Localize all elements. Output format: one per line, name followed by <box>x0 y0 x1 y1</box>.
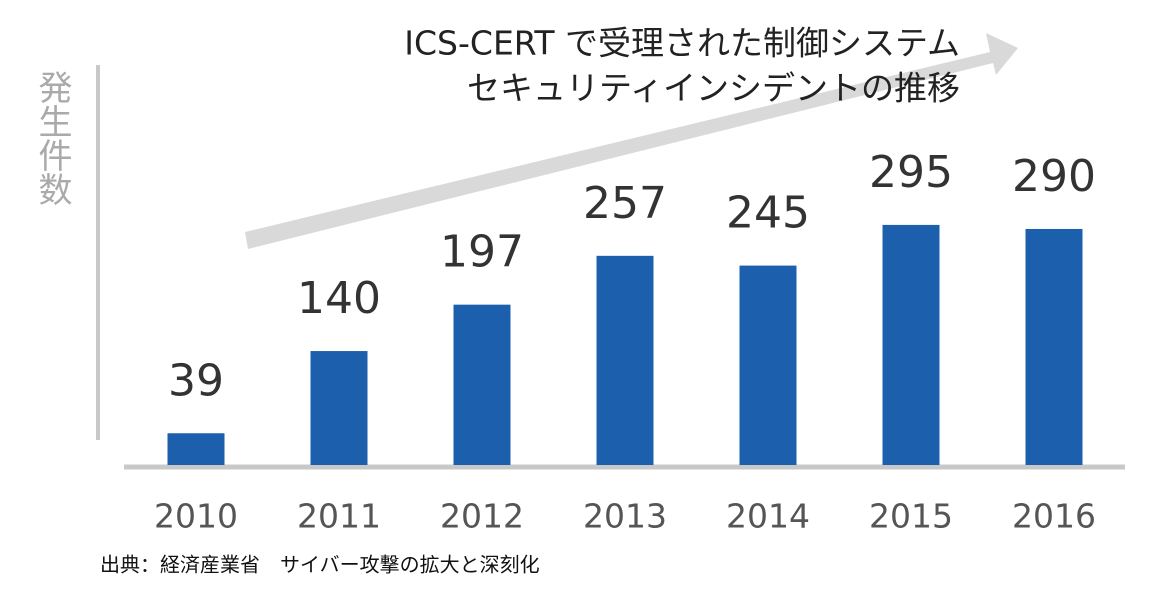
y-axis-label: 発生件数 <box>32 70 72 206</box>
x-tick-label: 2013 <box>583 497 667 536</box>
x-tick-label: 2011 <box>297 497 381 536</box>
value-label: 245 <box>726 188 810 239</box>
x-tick-label: 2015 <box>869 497 953 536</box>
chart-title: ICS-CERT で受理された制御システム <box>404 24 960 63</box>
x-tick-label: 2010 <box>154 497 238 536</box>
value-label: 140 <box>297 273 381 324</box>
bar <box>882 224 940 465</box>
x-tick-label: 2014 <box>726 497 810 536</box>
chart-title: セキュリティインシデントの推移 <box>467 69 960 108</box>
x-tick-label: 2016 <box>1012 497 1096 536</box>
bar <box>739 265 797 465</box>
trend-arrow <box>245 33 1018 249</box>
value-label: 290 <box>1012 151 1096 202</box>
bar <box>310 351 368 465</box>
value-label: 39 <box>168 355 224 406</box>
source: 出典：経済産業省 サイバー攻撃の拡大と深刻化 <box>100 553 540 577</box>
x-tick-label: 2012 <box>440 497 524 536</box>
value-label: 295 <box>869 147 953 198</box>
value-label: 197 <box>440 227 524 278</box>
bar <box>453 304 511 465</box>
value-label: 257 <box>583 178 667 229</box>
bar <box>596 255 654 465</box>
bar <box>1025 228 1083 465</box>
bar <box>167 433 225 465</box>
